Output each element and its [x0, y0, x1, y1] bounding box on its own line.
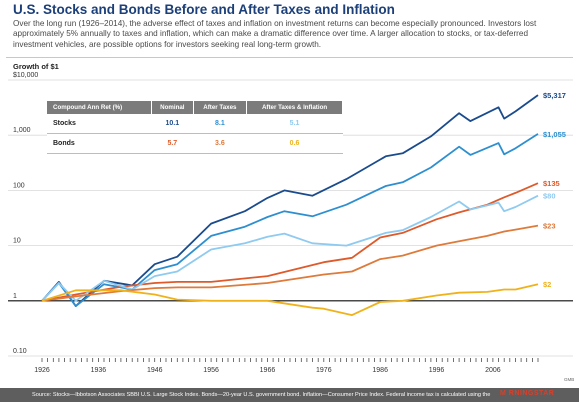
y-tick-label: $10,000	[13, 72, 38, 79]
morningstar-logo: M RNINGSTAR	[500, 390, 555, 397]
y-axis-unit: Growth of $1	[13, 62, 59, 71]
x-tick-label: 1986	[372, 367, 388, 374]
returns-table-header: Nominal	[151, 101, 194, 114]
bonds-after-taxes-value: 3.6	[193, 133, 247, 154]
row-label-stocks: Stocks	[47, 114, 152, 134]
series-line-stocks-nominal	[41, 94, 539, 307]
line-chart: $10,000 1,000 100 10 1 0.10 1926 1936 1946 1956 19…	[8, 72, 573, 374]
x-tick-label: 1946	[147, 367, 163, 374]
bonds-after-taxes-inflation-value: 0.6	[246, 133, 343, 154]
x-tick-label: 1926	[34, 367, 50, 374]
x-tick-label: 1936	[91, 367, 107, 374]
chart-description: Over the long run (1926–2014), the adver…	[13, 19, 537, 49]
header-divider	[6, 57, 573, 58]
series-end-label: $23	[543, 222, 556, 231]
chart-title: U.S. Stocks and Bonds Before and After T…	[13, 2, 395, 17]
y-tick-label: 10	[13, 238, 21, 245]
series-end-label: $135	[543, 179, 560, 188]
series-line-bonds-after-taxes-inflation	[41, 283, 539, 316]
series-end-label: $2	[543, 280, 551, 289]
series-end-label: $80	[543, 192, 556, 201]
source-footnote: Source: Stocks—Ibbotson Associates SBBI …	[32, 392, 491, 398]
y-tick-label: 0.10	[13, 348, 27, 355]
image-credit: GMB	[564, 377, 575, 382]
returns-table-header: After Taxes & Inflation	[246, 101, 343, 114]
x-tick-label: 1956	[203, 367, 219, 374]
y-tick-label: 1,000	[13, 127, 31, 134]
x-tick-label: 1966	[260, 367, 276, 374]
returns-table-header-row: Compound Ann Ret (%) Nominal After Taxes…	[47, 101, 343, 114]
stocks-nominal-value: 10.1	[151, 114, 194, 134]
footer-bar	[0, 388, 579, 402]
y-tick-label: 100	[13, 182, 25, 189]
series-end-label: $1,055	[543, 130, 566, 139]
series-line-bonds-nominal	[41, 182, 539, 302]
series-line-bonds-after-taxes	[41, 224, 539, 302]
returns-table: Compound Ann Ret (%) Nominal After Taxes…	[47, 101, 343, 154]
row-label-bonds: Bonds	[47, 133, 152, 154]
stocks-after-taxes-inflation-value: 5.1	[246, 114, 343, 134]
series-end-label: $5,317	[543, 91, 566, 100]
returns-table-row: Stocks 10.1 8.1 5.1	[47, 114, 343, 134]
returns-table-header: After Taxes	[193, 101, 248, 114]
returns-table-row: Bonds 5.7 3.6 0.6	[47, 133, 343, 154]
stocks-after-taxes-value: 8.1	[193, 114, 247, 134]
y-tick-label: 1	[13, 293, 17, 300]
x-tick-label: 1976	[316, 367, 332, 374]
x-tick-label: 2006	[485, 367, 501, 374]
x-tick-label: 1996	[429, 367, 445, 374]
series-line-stocks-after-taxes-inflation	[41, 194, 539, 302]
returns-table-header: Compound Ann Ret (%)	[47, 101, 152, 114]
bonds-nominal-value: 5.7	[151, 133, 194, 154]
